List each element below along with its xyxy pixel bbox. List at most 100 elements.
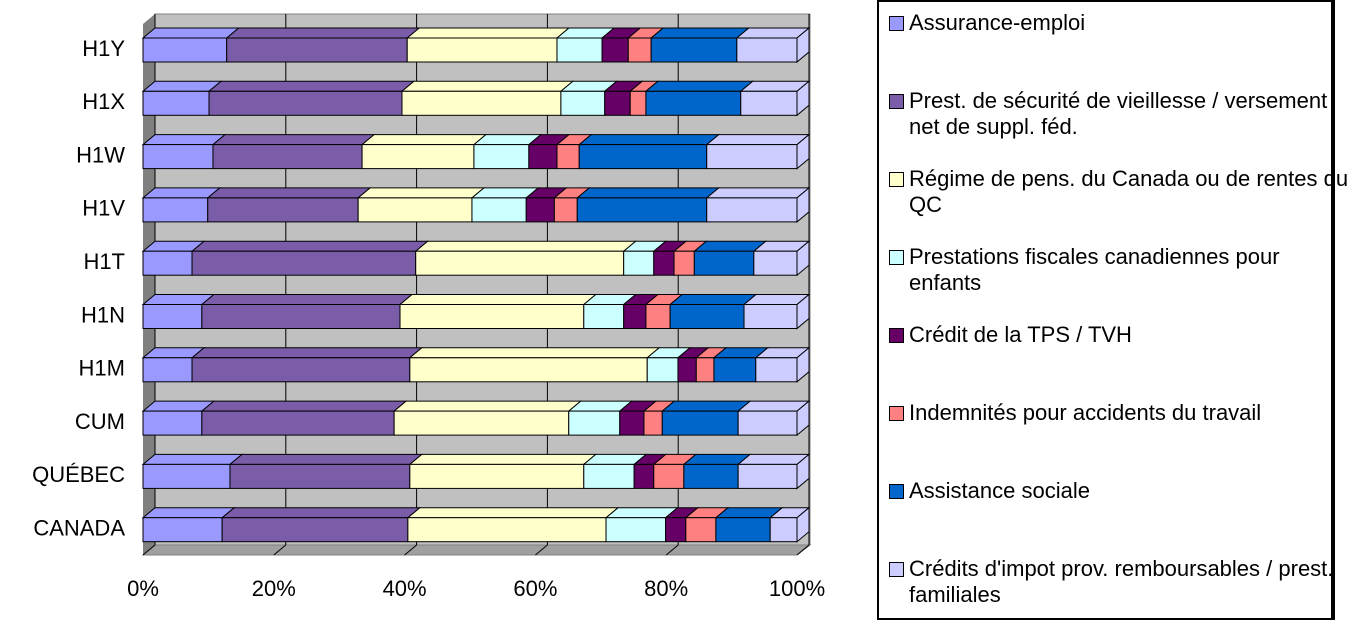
bar (226, 37, 408, 63)
bar (650, 37, 738, 63)
bar-top (644, 80, 755, 92)
bar-top (228, 453, 424, 465)
bar-top (649, 27, 751, 39)
bar (207, 197, 359, 223)
legend-label: Prest. de sécurité de vieillesse / verse… (909, 88, 1328, 139)
bar (683, 463, 739, 489)
bar (361, 144, 475, 170)
bar (560, 90, 606, 116)
bar-end (796, 346, 810, 383)
bar (406, 37, 558, 63)
bar-top (400, 80, 575, 92)
legend-swatch (889, 16, 904, 31)
bar-top (408, 453, 598, 465)
bar (473, 144, 530, 170)
legend-label: Crédit de la TPS / TVH (909, 322, 1132, 347)
bar-top (392, 400, 583, 412)
floor-grid-line (142, 544, 156, 556)
bar (525, 197, 555, 223)
bar (471, 197, 527, 223)
bar (633, 463, 655, 489)
legend-item: Indemnités pour accidents du travail (889, 400, 1349, 426)
bar (229, 463, 411, 489)
bar (576, 197, 708, 223)
y-tick-label: QUÉBEC (32, 462, 125, 487)
bar (755, 357, 798, 383)
bar (399, 304, 585, 329)
bar-top (200, 294, 414, 305)
bar-end (796, 80, 810, 117)
bar (740, 90, 798, 116)
bar-top (356, 187, 486, 199)
floor-grid-line (796, 544, 810, 556)
floor-grid-line (273, 544, 287, 556)
bar-end (796, 453, 810, 490)
bar (619, 410, 645, 436)
legend-label: Régime de pens. du Canada ou de rentes d… (909, 166, 1349, 217)
bar-top (360, 134, 488, 146)
bar-end (796, 240, 810, 277)
bar (736, 37, 798, 63)
legend-item: Assurance-emploi (889, 10, 1349, 36)
bar-top (141, 27, 241, 39)
y-tick-label: H1N (81, 302, 125, 327)
bar (677, 357, 697, 383)
bar (142, 357, 193, 383)
y-tick-label: H1W (76, 142, 125, 167)
legend-swatch (889, 562, 904, 577)
bar (357, 197, 473, 223)
bar-top (408, 347, 661, 359)
floor-grid-line (665, 544, 679, 556)
floor (141, 544, 812, 556)
legend-label: Assurance-emploi (909, 10, 1086, 35)
legend-item: Prest. de sécurité de vieillesse / verse… (889, 88, 1349, 140)
bar-top (220, 507, 422, 519)
bar (191, 357, 411, 383)
bar-top (398, 294, 598, 305)
bar (769, 517, 798, 543)
legend-swatch (889, 94, 904, 109)
legend: Assurance-emploi Prest. de sécurité de vi… (877, 0, 1348, 620)
bar (743, 304, 798, 329)
legend-swatch (889, 484, 904, 499)
legend-swatch (889, 172, 904, 187)
x-tick-label: 0% (127, 576, 159, 601)
x-tick-label: 60% (513, 576, 557, 601)
legend-label: Assistance sociale (909, 478, 1090, 503)
bar (695, 357, 715, 383)
floor-grid-line (535, 544, 548, 556)
x-tick-label: 80% (644, 576, 688, 601)
legend-label: Crédits d'impot prov. remboursables / pr… (909, 556, 1334, 607)
y-tick-label: H1X (82, 89, 125, 114)
bar (627, 37, 652, 63)
bar (653, 250, 675, 276)
bar-end (796, 293, 810, 330)
bar-top (668, 294, 758, 305)
bar (201, 410, 395, 436)
bar (604, 90, 631, 116)
bar (753, 250, 798, 276)
bar (623, 304, 647, 329)
y-tick-label: H1V (82, 196, 125, 221)
bar (142, 410, 203, 436)
bar-top (405, 27, 571, 39)
legend-label: Prestations fiscales canadiennes pour en… (909, 244, 1280, 295)
bar (568, 410, 621, 436)
bar-top (577, 134, 721, 146)
bar (653, 463, 685, 489)
bar (685, 517, 717, 543)
bar-top (200, 400, 408, 412)
y-tick-label: H1M (79, 356, 125, 381)
bar-end (796, 186, 810, 223)
bar (629, 90, 647, 116)
bar-top (207, 80, 416, 92)
bar-top (141, 507, 236, 519)
bar-end (796, 506, 810, 543)
chart: 0% 20% 40% 60% 80% 100% H1Y H1X H1W H1V H1T H1N H1M C… (32, 13, 825, 601)
bar (409, 463, 585, 489)
bar (208, 90, 403, 116)
bar-top (141, 187, 222, 199)
bar-top (211, 134, 376, 146)
bar (142, 304, 203, 329)
